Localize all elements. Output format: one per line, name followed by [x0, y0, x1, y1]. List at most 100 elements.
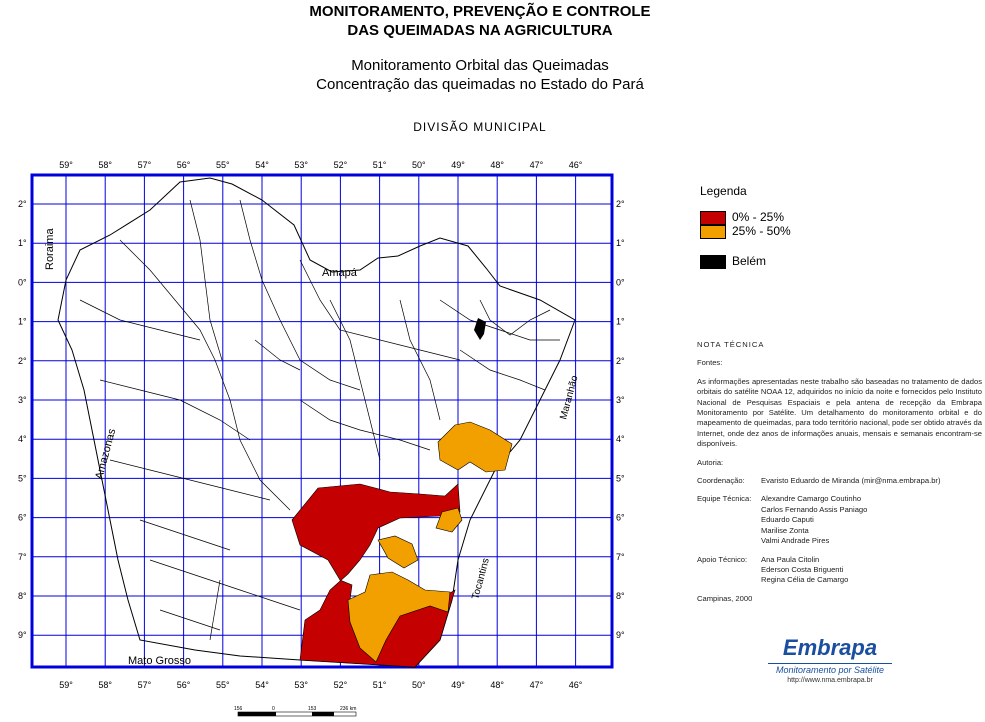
fire-regions — [291, 318, 513, 668]
note-sources-text: As informações apresentadas neste trabal… — [697, 376, 982, 449]
lon-label-bottom: 53° — [294, 680, 308, 690]
map-subtitle: Monitoramento Orbital das Queimadas Conc… — [200, 56, 760, 94]
support-member: Regina Célia de Camargo — [761, 575, 849, 585]
lat-label-right: 2° — [616, 356, 625, 366]
lon-label-top: 59° — [59, 160, 73, 170]
coordination-value: Evaristo Eduardo de Miranda (mir@nma.emb… — [761, 476, 941, 486]
scale-tick-0: 156 — [234, 706, 243, 712]
team-member: Eduardo Caputi — [761, 515, 814, 525]
lon-label-top: 50° — [412, 160, 426, 170]
map-title-line2: DAS QUEIMADAS NA AGRICULTURA — [347, 22, 613, 39]
lon-label-top: 51° — [373, 160, 387, 170]
logo-brand: Embrapa — [782, 635, 878, 660]
lon-label-bottom: 51° — [373, 680, 387, 690]
legend-item-25-50: 25% - 50% — [700, 224, 791, 239]
lon-label-top: 58° — [98, 160, 112, 170]
lon-label-top: 57° — [138, 160, 152, 170]
note-place-date: Campinas, 2000 — [697, 593, 753, 603]
lon-label-top: 49° — [451, 160, 465, 170]
lat-label-left: 9° — [18, 630, 27, 640]
lon-label-bottom: 49° — [451, 680, 465, 690]
lat-label-left: 3° — [18, 395, 27, 405]
technical-note: NOTA TÉCNICA Fontes: As informações apre… — [697, 340, 982, 604]
lat-label-left: 7° — [18, 552, 27, 562]
lat-label-left: 6° — [18, 513, 27, 523]
legend-swatch — [700, 254, 726, 269]
note-coordination: Coordenação: Evaristo Eduardo de Miranda … — [697, 476, 982, 486]
lat-label-left: 1° — [18, 317, 27, 327]
lon-label-bottom: 50° — [412, 680, 426, 690]
lat-label-right: 5° — [616, 473, 625, 483]
label-mato-grosso: Mato Grosso — [128, 655, 191, 667]
lat-label-left: 2° — [18, 356, 27, 366]
state-outline — [57, 177, 576, 668]
note-authorship-label: Autoria: — [697, 457, 724, 467]
region-25-50-d — [347, 571, 451, 663]
legend-item-0-25: 0% - 25% — [700, 210, 784, 225]
team-member: Marilise Zonta — [761, 525, 809, 535]
lon-label-bottom: 59° — [59, 680, 73, 690]
lon-label-bottom: 47° — [530, 680, 544, 690]
legend-label: Belém — [732, 254, 767, 268]
lat-label-right: 0° — [616, 277, 625, 287]
municipal-boundaries — [79, 199, 560, 641]
team-member: Alexandre Camargo Coutinho — [761, 494, 862, 504]
lon-label-top: 46° — [569, 160, 583, 170]
lat-label-right: 6° — [616, 513, 625, 523]
lon-label-bottom: 57° — [138, 680, 152, 690]
lon-label-bottom: 46° — [569, 680, 583, 690]
map-subtitle-line2: Concentração das queimadas no Estado do … — [316, 76, 644, 93]
lon-label-top: 54° — [255, 160, 269, 170]
team-label: Equipe Técnica: — [697, 494, 752, 504]
support-member: Ana Paula Citolin — [761, 554, 820, 564]
para-map: 59° 59° 58° 58° 57° 57° 56° 56° 55° 55° 54° 54° 53° 5… — [18, 160, 625, 717]
legend-item-belem: Belém — [700, 254, 766, 269]
lon-label-top: 48° — [490, 160, 504, 170]
lat-label-left: 2° — [18, 199, 27, 209]
lat-label-right: 9° — [616, 630, 625, 640]
lat-label-right: 1° — [616, 317, 625, 327]
logo-subtitle: Monitoramento por Satélite — [768, 663, 892, 675]
legend-title: Legenda — [700, 184, 747, 198]
scale-tick-3: 236 km — [340, 706, 356, 712]
lat-label-left: 8° — [18, 591, 27, 601]
lat-label-left: 0° — [18, 277, 27, 287]
lon-label-bottom: 55° — [216, 680, 230, 690]
lat-label-right: 7° — [616, 552, 625, 562]
map-frame — [30, 173, 614, 669]
lon-label-top: 52° — [334, 160, 348, 170]
region-25-50-a — [437, 421, 513, 473]
support-label: Apoio Técnico: — [697, 554, 748, 564]
region-25-50-c — [377, 535, 419, 569]
map-title: MONITORAMENTO, PREVENÇÃO E CONTROLE DAS … — [200, 2, 760, 40]
lon-label-top: 47° — [530, 160, 544, 170]
lon-label-top: 56° — [177, 160, 191, 170]
scale-bar: 156 0 153 236 km — [234, 706, 356, 717]
label-roraima: Roraima — [44, 228, 56, 270]
lon-label-bottom: 48° — [490, 680, 504, 690]
legend-swatch — [700, 210, 726, 225]
legend-swatch — [700, 224, 726, 239]
region-0-25-south — [291, 483, 461, 668]
lat-label-left: 4° — [18, 434, 27, 444]
note-sources-label: Fontes: — [697, 358, 723, 368]
lon-label-bottom: 54° — [255, 680, 269, 690]
team-member: Carlos Fernando Assis Paniago — [761, 504, 868, 514]
note-heading: NOTA TÉCNICA — [697, 340, 765, 349]
belem-marker — [474, 318, 486, 340]
note-team: Equipe Técnica: Alexandre Camargo Coutinh… — [697, 494, 982, 504]
lon-label-bottom: 56° — [177, 680, 191, 690]
lon-label-bottom: 58° — [98, 680, 112, 690]
lon-label-top: 53° — [294, 160, 308, 170]
lat-label-left: 1° — [18, 238, 27, 248]
lon-label-top: 55° — [216, 160, 230, 170]
lon-label-bottom: 52° — [334, 680, 348, 690]
lat-label-right: 1° — [616, 238, 625, 248]
note-support: Apoio Técnico: Ana Paula Citolin — [697, 555, 982, 565]
lat-label-right: 2° — [616, 199, 625, 209]
embrapa-logo[interactable]: Embrapa Monitoramento por Satélite http:… — [760, 635, 900, 684]
logo-url[interactable]: http://www.nma.embrapa.br — [787, 677, 873, 684]
legend-label: 0% - 25% — [732, 210, 785, 224]
scale-tick-1: 0 — [272, 706, 275, 712]
map-title-line1: MONITORAMENTO, PREVENÇÃO E CONTROLE — [309, 3, 651, 20]
